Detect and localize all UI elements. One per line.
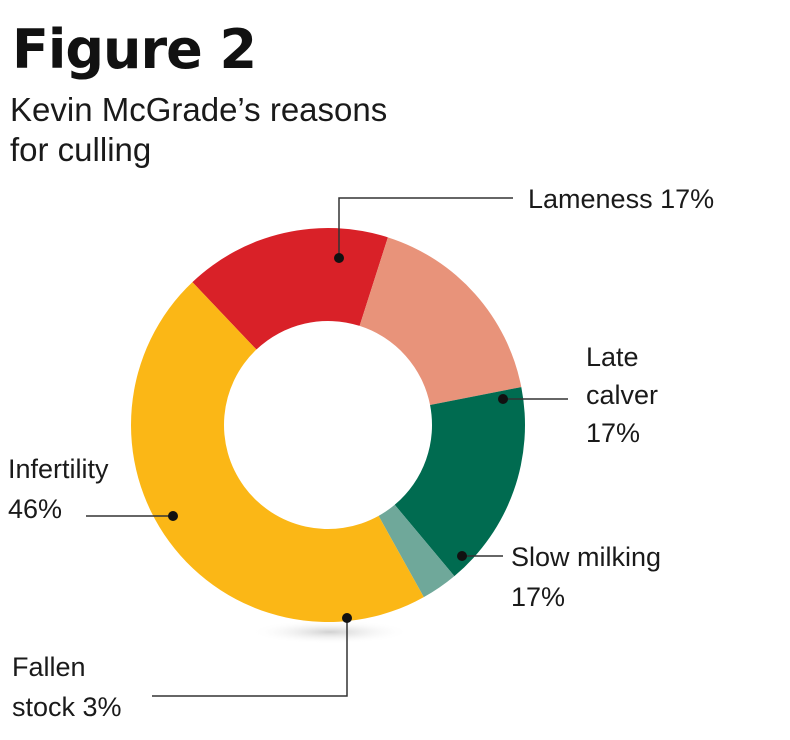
slice-label: Lameness 17% bbox=[528, 184, 714, 214]
slice-label-line: Slow milking bbox=[511, 542, 661, 572]
leader-dot bbox=[498, 394, 508, 404]
chart-shadow bbox=[250, 620, 410, 644]
slice-label-line: Infertility bbox=[8, 454, 109, 484]
slice-label-line: Late bbox=[586, 342, 639, 372]
slice-label: Fallen stock 3% bbox=[12, 652, 122, 722]
slice-label-line: Lameness 17% bbox=[528, 184, 714, 214]
slice-label-line: calver bbox=[586, 380, 658, 410]
leader-dot bbox=[168, 511, 178, 521]
figure-title: Figure 2 bbox=[12, 18, 257, 81]
slice-fallen-stock bbox=[378, 504, 455, 598]
slice-label-line: 17% bbox=[511, 582, 565, 612]
slice-label-line: 46% bbox=[8, 494, 62, 524]
slice-label-line: Fallen bbox=[12, 652, 86, 682]
leader-dot bbox=[342, 613, 352, 623]
leader-dot bbox=[334, 253, 344, 263]
slice-label: Late calver 17% bbox=[586, 342, 658, 448]
slice-label: Slow milking 17% bbox=[511, 542, 661, 612]
slice-label: Infertility 46% bbox=[8, 454, 109, 524]
slice-late-calver bbox=[359, 237, 522, 405]
slice-slow-milking bbox=[394, 387, 525, 577]
leader-dot bbox=[457, 551, 467, 561]
leader-line bbox=[152, 618, 348, 697]
leader-line bbox=[338, 197, 513, 258]
slice-label-line: stock 3% bbox=[12, 692, 122, 722]
slice-label-line: 17% bbox=[586, 418, 640, 448]
slice-infertility bbox=[131, 282, 424, 622]
figure-subtitle: Kevin McGrade’s reasons for culling bbox=[10, 91, 388, 168]
